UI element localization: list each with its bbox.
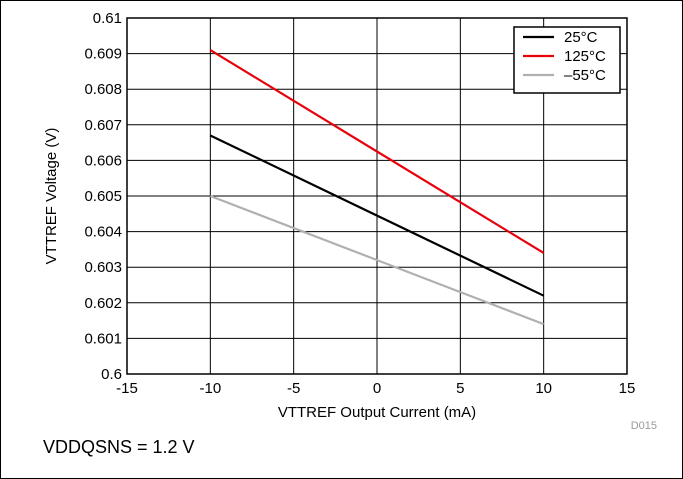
legend: 25°C 125°C –55°C (513, 26, 621, 94)
y-tick-label: 0.602 (84, 295, 122, 312)
x-tick-label: -10 (199, 380, 221, 397)
y-tick-label: 0.605 (84, 188, 122, 205)
y-tick-labels: 0.6 0.601 0.602 0.603 0.604 0.605 0.606 0.607 0.… (84, 10, 122, 383)
y-tick-label: 0.601 (84, 330, 122, 347)
legend-label: 25°C (564, 29, 598, 46)
series-line-2 (209, 194, 545, 326)
x-tick-label: 10 (535, 380, 552, 397)
x-tick-label: -5 (287, 380, 300, 397)
y-tick-label: 0.604 (84, 224, 122, 241)
figure-code: D015 (631, 420, 657, 432)
condition-note: VDDQSNS = 1.2 V (43, 437, 195, 457)
y-axis-label: VTTREF Voltage (V) (43, 128, 60, 265)
legend-label: 125°C (564, 48, 606, 65)
x-tick-label: 15 (619, 380, 636, 397)
series-lines (209, 49, 545, 326)
y-tick-label: 0.606 (84, 152, 122, 169)
y-tick-label: 0.603 (84, 259, 122, 276)
legend-label: –55°C (564, 67, 606, 84)
series-line-1 (209, 49, 545, 254)
y-tick-label: 0.6 (101, 366, 122, 383)
y-tick-label: 0.607 (84, 117, 122, 134)
y-tick-label: 0.609 (84, 46, 122, 63)
x-tick-label: -15 (116, 380, 138, 397)
y-tick-label: 0.61 (93, 10, 122, 27)
plot-area (126, 17, 628, 375)
x-tick-label: 5 (456, 380, 464, 397)
series-line-0 (209, 134, 545, 297)
y-tick-label: 0.608 (84, 81, 122, 98)
x-tick-labels: -15 -10 -5 0 5 10 15 (116, 380, 635, 397)
x-axis-label: VTTREF Output Current (mA) (278, 404, 476, 421)
x-tick-label: 0 (373, 380, 381, 397)
